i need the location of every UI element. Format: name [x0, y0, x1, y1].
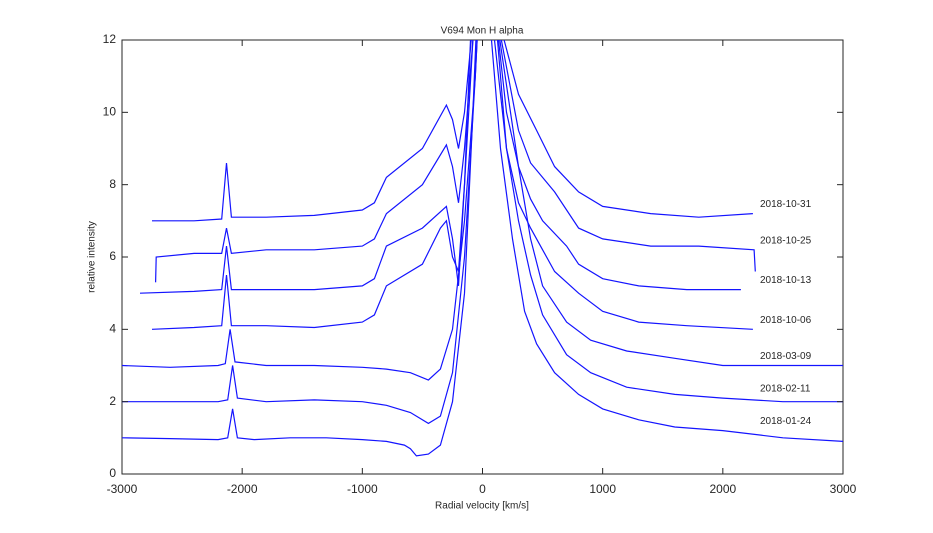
spectrum-line [139, 40, 741, 294]
x-tick-label: -2000 [227, 482, 258, 496]
y-tick-label: 8 [109, 177, 116, 191]
plot-area [121, 39, 844, 475]
spectrum-line [152, 40, 753, 222]
y-tick-label: 12 [103, 32, 117, 46]
spectrum-line [122, 40, 843, 457]
x-tick-label: -1000 [347, 482, 378, 496]
y-tick-label: 10 [103, 105, 117, 119]
series-label: 2018-10-25 [760, 235, 812, 246]
series-label: 2018-10-13 [760, 275, 812, 286]
lines [122, 40, 843, 457]
x-tick-label: 0 [479, 482, 486, 496]
x-axis-label: Radial velocity [km/s] [435, 501, 529, 512]
series-label: 2018-01-24 [760, 416, 812, 427]
spectrum-line [122, 40, 843, 425]
y-tick-label: 4 [109, 322, 116, 336]
x-tick-label: -3000 [107, 482, 138, 496]
series-label: 2018-02-11 [760, 384, 811, 395]
y-tick-label: 0 [109, 466, 116, 480]
x-tick-label: 2000 [709, 482, 736, 496]
series-label: 2018-10-31 [760, 199, 812, 210]
spectrum-line [155, 40, 756, 283]
series-label: 2018-10-06 [760, 315, 812, 326]
spectrum-line [151, 40, 753, 330]
spectrum-line [122, 40, 843, 381]
series-label: 2018-03-09 [760, 351, 812, 362]
y-tick-label: 6 [109, 249, 116, 263]
x-tick-label: 1000 [589, 482, 616, 496]
y-tick-label: 2 [109, 394, 116, 408]
x-tick-label: 3000 [830, 482, 857, 496]
y-axis-label: relative intensity [87, 221, 98, 293]
chart-title: V694 Mon H alpha [441, 26, 524, 37]
